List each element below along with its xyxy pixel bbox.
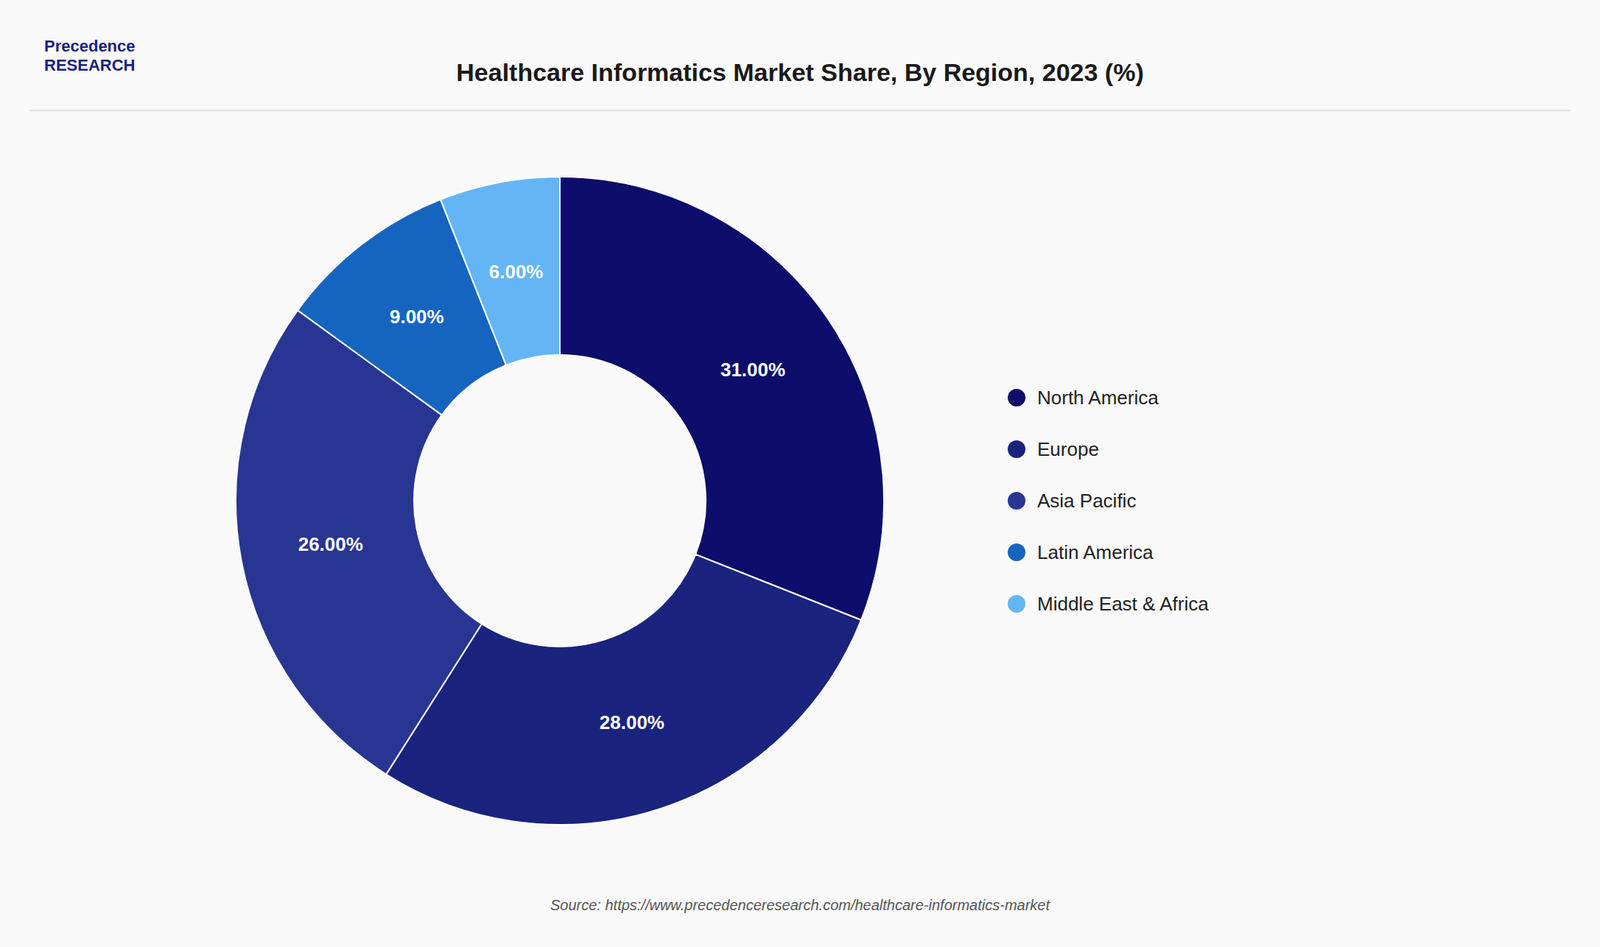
logo-text: Precedence <box>44 36 136 56</box>
logo-text: RESEARCH <box>44 55 135 75</box>
slice <box>440 176 560 366</box>
legend-label: North America <box>1037 386 1159 409</box>
data-label: 9.00% <box>389 305 445 328</box>
legend-swatch <box>1007 492 1026 510</box>
source: Source: https://www.precedenceresearch.c… <box>550 897 1052 914</box>
data-label: 26.00% <box>298 533 364 556</box>
data-label: 31.00% <box>720 358 786 381</box>
legend-label: Europe <box>1037 438 1100 461</box>
legend-swatch <box>1007 595 1026 613</box>
legend-label: Latin America <box>1037 541 1154 564</box>
slices <box>235 176 884 826</box>
slice <box>559 176 884 621</box>
slice <box>386 554 862 826</box>
legend-swatch <box>1007 388 1026 407</box>
data-label: 28.00% <box>599 711 665 734</box>
data-labels: 31.00% 28.00% 26.00% 9.00% 6.00% <box>298 260 786 734</box>
background <box>0 0 1600 947</box>
legend-label: Middle East & Africa <box>1037 593 1209 616</box>
data-label: 6.00% <box>489 260 544 283</box>
legend-label: Asia Pacific <box>1037 489 1136 512</box>
title: Healthcare Informatics Market Share, By … <box>455 58 1144 87</box>
legend: North America Europe Asia Pacific Latin Ame… <box>1007 386 1209 616</box>
legend-swatch <box>1007 543 1026 562</box>
legend-swatch <box>1007 440 1026 459</box>
chart: Healthcare Informatics Market Share, By … <box>0 0 1600 947</box>
title-rule <box>29 110 1571 112</box>
